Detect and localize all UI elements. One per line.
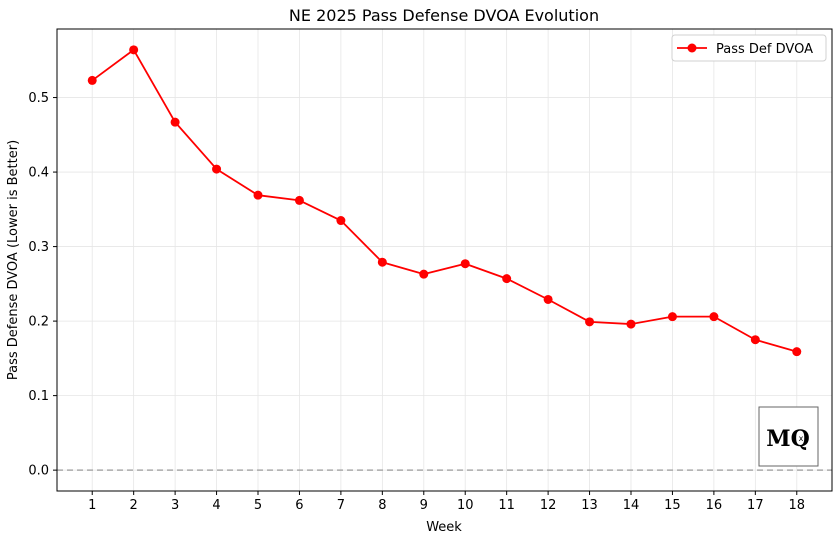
y-tick-label: 0.1 — [28, 389, 49, 404]
plot-frame — [56, 28, 833, 492]
y-tick-label: 0.4 — [28, 166, 49, 181]
data-point-marker — [129, 45, 139, 55]
x-tick-label: 6 — [295, 498, 303, 513]
data-series — [87, 45, 802, 357]
watermark-logo: MQ x — [758, 406, 819, 467]
data-point-marker — [667, 312, 677, 322]
x-tick-label: 11 — [498, 498, 515, 513]
x-tick-label: 13 — [581, 498, 598, 513]
x-tick-label: 9 — [420, 498, 428, 513]
data-point-marker — [750, 335, 760, 345]
y-tick-label: 0.0 — [28, 464, 49, 479]
legend-label: Pass Def DVOA — [716, 42, 813, 57]
x-tick-label: 3 — [171, 498, 179, 513]
x-tick-label: 10 — [457, 498, 474, 513]
x-tick-label: 2 — [130, 498, 138, 513]
data-point-marker — [709, 312, 719, 322]
x-tick-label: 15 — [664, 498, 681, 513]
grid-lines — [57, 29, 832, 491]
x-axis-label: Week — [426, 520, 462, 535]
data-point-marker — [585, 317, 595, 327]
x-tick-label: 1 — [88, 498, 96, 513]
y-tick-label: 0.2 — [28, 315, 49, 330]
data-point-marker — [543, 294, 553, 304]
x-tick-label: 7 — [337, 498, 345, 513]
data-point-marker — [87, 75, 97, 85]
data-point-marker — [502, 274, 512, 284]
x-tick-label: 12 — [540, 498, 557, 513]
data-point-marker — [460, 259, 470, 269]
y-axis-label: Pass Defense DVOA (Lower is Better) — [6, 140, 21, 380]
x-tick-label: 16 — [706, 498, 723, 513]
data-point-marker — [170, 117, 180, 127]
data-point-marker — [253, 190, 263, 200]
legend-box — [671, 34, 827, 62]
x-axis-ticks: 1 2 3 4 5 6 7 8 9 10 11 12 13 14 15 16 17 18 — [88, 491, 805, 513]
y-tick-label: 0.5 — [28, 91, 49, 106]
x-tick-label: 8 — [378, 498, 386, 513]
watermark-small-text: x — [799, 434, 804, 443]
watermark-text: MQ — [766, 426, 810, 452]
data-point-marker — [336, 216, 346, 226]
data-point-marker — [294, 195, 304, 205]
data-point-marker — [377, 257, 387, 267]
legend-marker — [687, 43, 697, 53]
x-tick-label: 17 — [747, 498, 764, 513]
x-tick-label: 4 — [212, 498, 220, 513]
x-tick-label: 5 — [254, 498, 262, 513]
data-point-marker — [626, 319, 636, 329]
y-tick-label: 0.3 — [28, 240, 49, 255]
watermark-box — [758, 406, 819, 467]
x-tick-label: 14 — [623, 498, 640, 513]
data-point-marker — [792, 347, 802, 357]
chart-title: NE 2025 Pass Defense DVOA Evolution — [289, 6, 599, 25]
x-tick-label: 18 — [788, 498, 805, 513]
series-line — [91, 48, 798, 353]
data-point-marker — [419, 269, 429, 279]
legend: Pass Def DVOA — [671, 34, 827, 62]
y-axis-ticks: 0.0 0.1 0.2 0.3 0.4 0.5 — [28, 91, 57, 479]
data-point-marker — [212, 164, 222, 174]
